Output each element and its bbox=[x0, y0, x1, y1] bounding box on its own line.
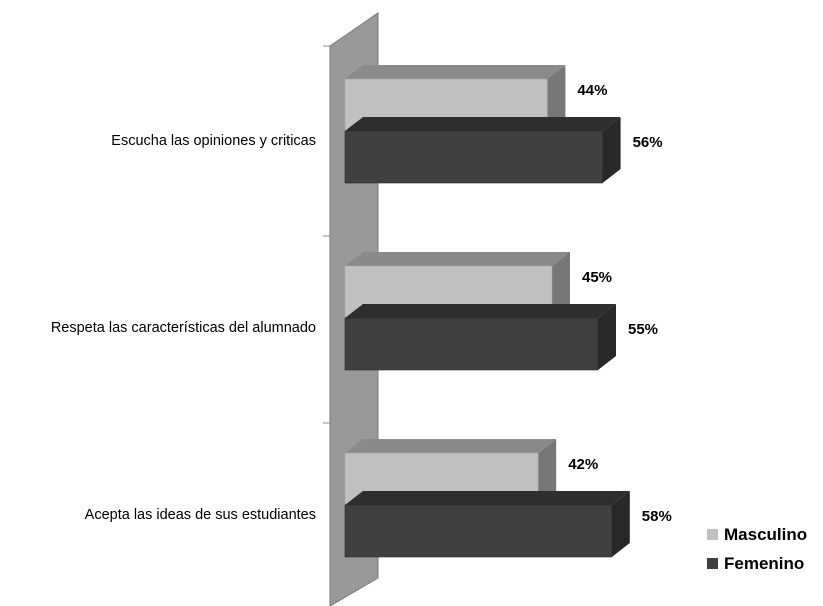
bar-top-face bbox=[345, 304, 616, 318]
bar-top-face bbox=[345, 491, 630, 505]
data-label: 45% bbox=[582, 269, 612, 286]
bar-side-face bbox=[598, 304, 616, 370]
bar-side-face bbox=[611, 491, 630, 557]
bar-top-face bbox=[345, 65, 566, 79]
bar-side-face bbox=[547, 65, 566, 131]
data-label: 55% bbox=[628, 321, 658, 338]
bar-front-face bbox=[344, 317, 599, 371]
legend-swatch-femenino bbox=[707, 558, 718, 569]
legend-swatch-masculino bbox=[707, 529, 718, 540]
data-label: 44% bbox=[577, 82, 607, 99]
category-axis-ticks bbox=[323, 45, 330, 424]
data-labels: 44% 56% 45% 55% 42% 58% bbox=[568, 82, 672, 525]
bar-front-face bbox=[344, 130, 603, 184]
bar-femenino-0 bbox=[344, 117, 621, 184]
category-labels: Escucha las opiniones y criticas Respeta … bbox=[51, 133, 316, 523]
bar-top-face bbox=[345, 252, 570, 266]
bar-femenino-1 bbox=[344, 304, 616, 371]
category-label: Respeta las características del alumnado bbox=[51, 320, 316, 336]
bar-front-face bbox=[344, 504, 613, 558]
bar-side-face bbox=[552, 252, 570, 318]
legend-label-femenino: Femenino bbox=[724, 554, 804, 573]
bar-top-face bbox=[345, 117, 621, 131]
bars bbox=[344, 65, 630, 558]
category-label: Escucha las opiniones y criticas bbox=[111, 133, 316, 149]
data-label: 56% bbox=[633, 134, 663, 151]
bar-side-face bbox=[538, 439, 557, 505]
bar-top-face bbox=[345, 439, 557, 453]
bar-femenino-2 bbox=[344, 491, 630, 558]
category-label: Acepta las ideas de sus estudiantes bbox=[85, 507, 316, 523]
bar-side-face bbox=[602, 117, 621, 183]
legend: Masculino Femenino bbox=[707, 525, 807, 573]
data-label: 58% bbox=[642, 508, 672, 525]
data-label: 42% bbox=[568, 456, 598, 473]
legend-label-masculino: Masculino bbox=[724, 525, 807, 544]
